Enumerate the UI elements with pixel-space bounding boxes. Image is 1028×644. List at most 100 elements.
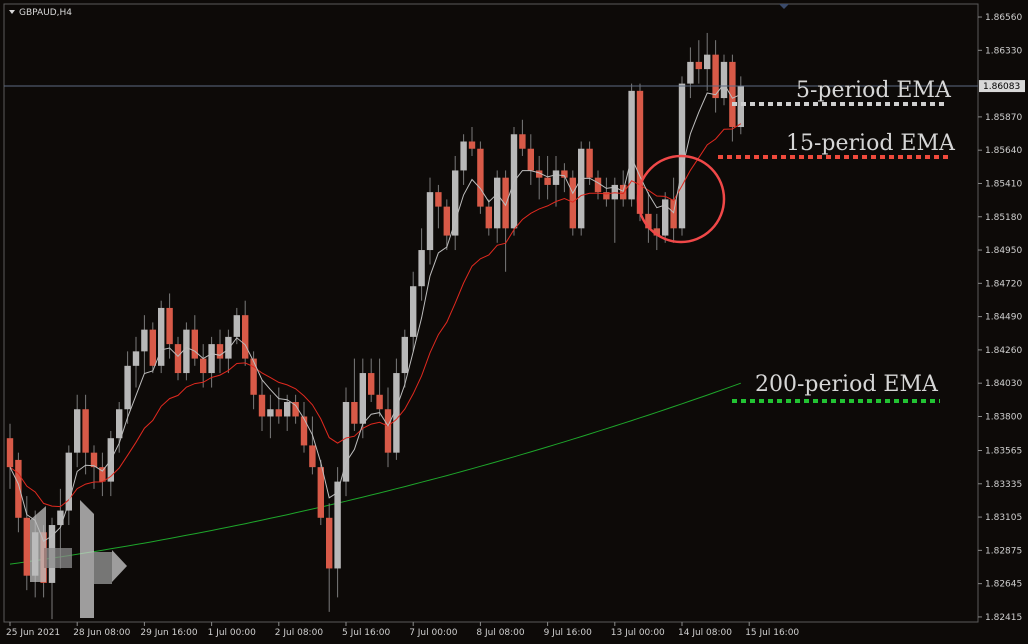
candle-body (662, 199, 669, 236)
candle-body (183, 329, 190, 374)
candle (267, 394, 274, 439)
ema-200-annotation: 200-period EMA (732, 372, 940, 403)
ema-15-line (9, 123, 742, 508)
candle-body (225, 336, 232, 359)
y-tick-label: 1.84720 (985, 279, 1022, 289)
candle (418, 228, 425, 301)
x-tick-label: 28 Jun 08:00 (73, 628, 130, 638)
candle (208, 336, 215, 388)
ema-15-path (9, 123, 742, 508)
candle (99, 452, 106, 497)
dropdown-triangle-icon[interactable] (9, 10, 15, 14)
candle (183, 322, 190, 381)
candle-body (628, 90, 635, 200)
candle (435, 184, 442, 229)
y-tick-label: 1.83565 (985, 446, 1022, 456)
y-tick-label: 1.86330 (985, 46, 1022, 56)
candle-body (242, 315, 249, 359)
symbol-label: GBPAUD,H4 (19, 8, 72, 18)
candle-body (116, 409, 123, 439)
candle-body (712, 54, 719, 99)
y-tick-label: 1.85410 (985, 179, 1022, 189)
x-tick-label: 15 Jul 16:00 (745, 628, 799, 638)
ema-200-label: 200-period EMA (755, 372, 939, 397)
x-tick-label: 1 Jul 00:00 (208, 628, 257, 638)
candle (443, 199, 450, 251)
candle (284, 394, 291, 431)
y-tick-label: 1.82875 (985, 546, 1022, 556)
candle-body (720, 61, 728, 99)
ema-5-line (9, 82, 742, 543)
candle (384, 387, 392, 468)
candle (300, 402, 308, 453)
candle-body (359, 373, 366, 424)
candle-body (401, 336, 408, 374)
candle-body (326, 517, 333, 569)
candle (712, 40, 719, 113)
candle-body (149, 329, 156, 366)
candle (645, 192, 652, 243)
candle-body (275, 409, 282, 417)
candle (309, 416, 316, 475)
candle (15, 452, 22, 533)
candle-body (368, 373, 375, 395)
candle-body (670, 199, 677, 229)
candle (242, 300, 249, 366)
candle (132, 336, 140, 388)
plot-frame (3, 3, 979, 623)
candle (351, 358, 358, 431)
shift-marker-icon[interactable] (779, 4, 789, 9)
candle-body (393, 373, 400, 453)
candle (141, 315, 148, 374)
candle-body (258, 394, 266, 417)
y-tick-label: 1.83105 (985, 513, 1022, 523)
x-tick-label: 13 Jul 00:00 (611, 628, 665, 638)
candle (578, 141, 585, 236)
watermark-logo (30, 500, 127, 618)
candle-body (460, 141, 467, 171)
candle-body (200, 358, 207, 374)
candle (720, 54, 728, 106)
candle-body (376, 394, 383, 410)
y-tick-label: 1.85870 (985, 113, 1022, 123)
candle-body (729, 61, 736, 128)
candle-body (74, 409, 81, 453)
candle (485, 199, 492, 236)
candle (342, 387, 350, 497)
candle (603, 177, 610, 207)
y-tick-label: 1.84030 (985, 379, 1022, 389)
candle (368, 358, 375, 403)
candle-body (502, 177, 509, 229)
candle (653, 213, 660, 251)
candle-body (65, 452, 72, 511)
candle (704, 32, 711, 91)
y-tick-label: 1.84490 (985, 313, 1022, 323)
candle-body (477, 148, 484, 207)
candle-body (317, 467, 324, 518)
candle (552, 155, 560, 207)
candle (401, 329, 408, 388)
current-price-label: 1.86083 (983, 82, 1020, 92)
x-tick-label: 14 Jul 08:00 (678, 628, 732, 638)
y-tick-label: 1.83800 (985, 412, 1022, 422)
candle-body (57, 510, 64, 526)
ema-200-line (9, 382, 741, 565)
candle-body (578, 148, 585, 229)
candle-body (90, 452, 98, 468)
candle (200, 344, 207, 388)
candle (460, 134, 467, 185)
candle-body (485, 206, 492, 229)
y-tick-label: 1.86560 (985, 13, 1022, 23)
candle (149, 322, 156, 374)
candle (544, 155, 551, 200)
candle-body (468, 141, 476, 149)
candle-body (15, 459, 22, 518)
candle-body (309, 445, 316, 468)
candle (258, 380, 266, 431)
candle (334, 467, 341, 598)
y-tick-label: 1.84260 (985, 346, 1022, 356)
x-tick-label: 29 Jun 16:00 (140, 628, 197, 638)
x-tick-label: 7 Jul 00:00 (409, 628, 458, 638)
candle-body (611, 184, 618, 200)
